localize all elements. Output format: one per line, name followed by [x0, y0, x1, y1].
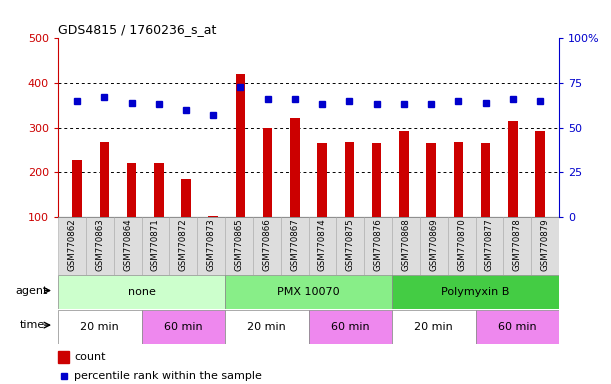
Bar [448, 217, 475, 275]
Bar [72, 160, 82, 217]
Bar [127, 164, 136, 217]
Text: GDS4815 / 1760236_s_at: GDS4815 / 1760236_s_at [58, 23, 216, 36]
Text: GSM770876: GSM770876 [374, 219, 382, 271]
Bar [392, 310, 475, 344]
Bar [453, 142, 463, 217]
Text: GSM770875: GSM770875 [346, 219, 355, 271]
Bar [58, 275, 225, 309]
Bar [531, 217, 559, 275]
Bar [481, 143, 490, 217]
Bar [420, 217, 448, 275]
Bar [114, 217, 142, 275]
Text: none: none [128, 287, 155, 297]
Text: 60 min: 60 min [164, 322, 203, 332]
Bar [475, 217, 503, 275]
Text: GSM770872: GSM770872 [179, 219, 188, 271]
Text: time: time [20, 320, 45, 330]
Bar [142, 310, 225, 344]
Bar [280, 217, 309, 275]
Bar [181, 179, 191, 217]
Bar [475, 310, 559, 344]
Bar [58, 351, 69, 363]
Text: percentile rank within the sample: percentile rank within the sample [74, 371, 262, 381]
Text: GSM770867: GSM770867 [290, 219, 299, 271]
Text: GSM770878: GSM770878 [513, 219, 522, 271]
Bar [154, 164, 164, 217]
Bar [345, 142, 354, 217]
Text: GSM770879: GSM770879 [541, 219, 550, 271]
Bar [317, 143, 327, 217]
Bar [86, 217, 114, 275]
Bar [58, 310, 142, 344]
Text: GSM770866: GSM770866 [262, 219, 271, 271]
Bar [225, 217, 253, 275]
Bar [392, 275, 559, 309]
Bar [236, 74, 245, 217]
Bar [263, 127, 273, 217]
Text: GSM770877: GSM770877 [485, 219, 494, 271]
Bar [169, 217, 197, 275]
Bar [337, 217, 364, 275]
Text: GSM770864: GSM770864 [123, 219, 132, 271]
Bar [197, 217, 225, 275]
Bar [100, 142, 109, 217]
Text: GSM770870: GSM770870 [457, 219, 466, 271]
Bar [290, 118, 300, 217]
Text: agent: agent [16, 286, 48, 296]
Text: GSM770871: GSM770871 [151, 219, 160, 271]
Text: 20 min: 20 min [247, 322, 286, 332]
Bar [426, 143, 436, 217]
Bar [225, 310, 309, 344]
Text: 20 min: 20 min [81, 322, 119, 332]
Bar [208, 216, 218, 217]
Text: GSM770863: GSM770863 [95, 219, 104, 271]
Text: GSM770869: GSM770869 [430, 219, 438, 271]
Text: 60 min: 60 min [331, 322, 370, 332]
Text: GSM770868: GSM770868 [401, 219, 411, 271]
Bar [372, 143, 381, 217]
Text: count: count [74, 352, 106, 362]
Text: Polymyxin B: Polymyxin B [441, 287, 510, 297]
Bar [142, 217, 169, 275]
Bar [535, 131, 545, 217]
Bar [392, 217, 420, 275]
Bar [364, 217, 392, 275]
Bar [399, 131, 409, 217]
Bar [309, 217, 337, 275]
Text: GSM770862: GSM770862 [67, 219, 76, 271]
Text: PMX 10070: PMX 10070 [277, 287, 340, 297]
Text: GSM770873: GSM770873 [207, 219, 216, 271]
Bar [508, 121, 518, 217]
Bar [58, 217, 86, 275]
Text: GSM770865: GSM770865 [235, 219, 243, 271]
Bar [225, 275, 392, 309]
Bar [253, 217, 280, 275]
Text: 20 min: 20 min [414, 322, 453, 332]
Bar [309, 310, 392, 344]
Text: GSM770874: GSM770874 [318, 219, 327, 271]
Bar [503, 217, 531, 275]
Text: 60 min: 60 min [498, 322, 536, 332]
